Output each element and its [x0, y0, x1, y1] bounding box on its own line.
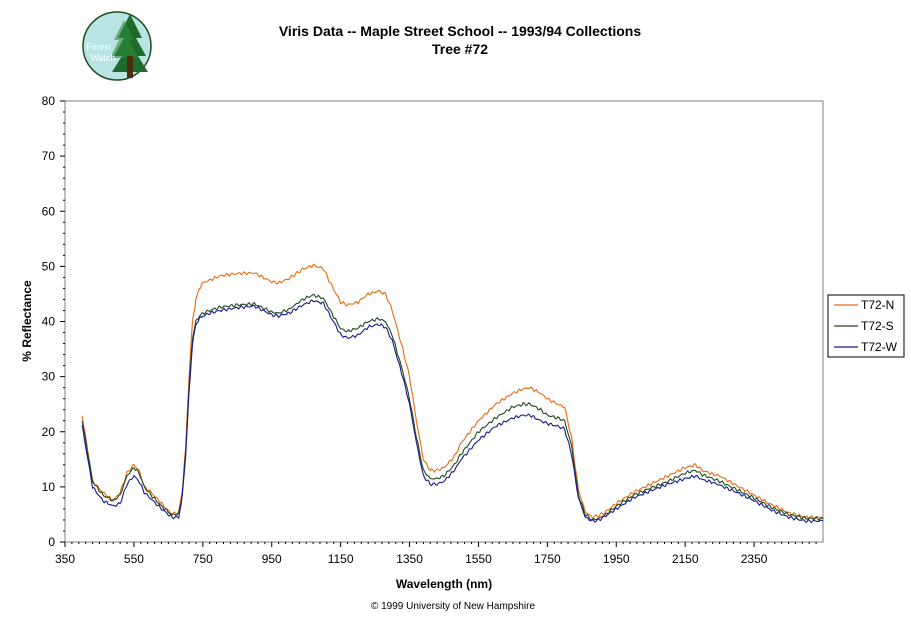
series-line-t72-s — [81, 293, 824, 522]
plot-area — [64, 100, 824, 543]
x-tick-label: 1350 — [396, 552, 423, 566]
y-tick-label: 40 — [42, 315, 56, 329]
x-tick-label: 1550 — [465, 552, 492, 566]
x-tick-label: 950 — [262, 552, 282, 566]
x-tick-label: 2150 — [672, 552, 699, 566]
logo-text-forest: Forest — [86, 42, 111, 53]
chart-subtitle: Tree #72 — [431, 41, 489, 57]
tree-icon — [110, 14, 148, 78]
y-tick-label: 80 — [42, 94, 56, 108]
x-axis-title: Wavelength (nm) — [396, 577, 492, 591]
forest-watch-logo: Forest Watch — [82, 11, 152, 81]
x-axis: 350 550 750 950 1150 1350 1550 1750 1950 2150 2350 — [55, 542, 817, 566]
chart-title: Viris Data -- Maple Street School -- 199… — [278, 23, 642, 39]
y-axis-title: % Reflectance — [20, 280, 34, 362]
y-tick-label: 10 — [42, 480, 56, 494]
x-tick-label: 750 — [193, 552, 213, 566]
x-tick-label: 2350 — [741, 552, 768, 566]
x-tick-label: 350 — [55, 552, 75, 566]
x-tick-label: 1150 — [328, 552, 354, 566]
legend-label: T72-N — [861, 298, 894, 312]
y-tick-label: 60 — [42, 204, 56, 218]
legend-label: T72-S — [861, 319, 894, 333]
x-tick-label: 550 — [124, 552, 144, 566]
y-tick-label: 20 — [42, 425, 56, 439]
legend-label: T72-W — [861, 340, 898, 354]
logo-text-watch: Watch — [90, 53, 115, 64]
y-axis: 0 10 20 30 40 50 60 70 80 — [42, 94, 65, 549]
y-tick-label: 0 — [48, 535, 55, 549]
series-group — [81, 263, 824, 524]
series-line-t72-n — [81, 263, 824, 520]
chart-title-block: Viris Data -- Maple Street School -- 199… — [150, 22, 770, 58]
series-line-t72-w — [81, 299, 824, 524]
y-tick-label: 70 — [42, 149, 56, 163]
legend: T72-N T72-S T72-W — [827, 294, 905, 358]
x-tick-label: 1950 — [603, 552, 630, 566]
y-tick-label: 50 — [42, 259, 56, 273]
copyright-text: © 1999 University of New Hampshire — [371, 601, 536, 612]
x-tick-label: 1750 — [534, 552, 561, 566]
y-tick-label: 30 — [42, 370, 56, 384]
